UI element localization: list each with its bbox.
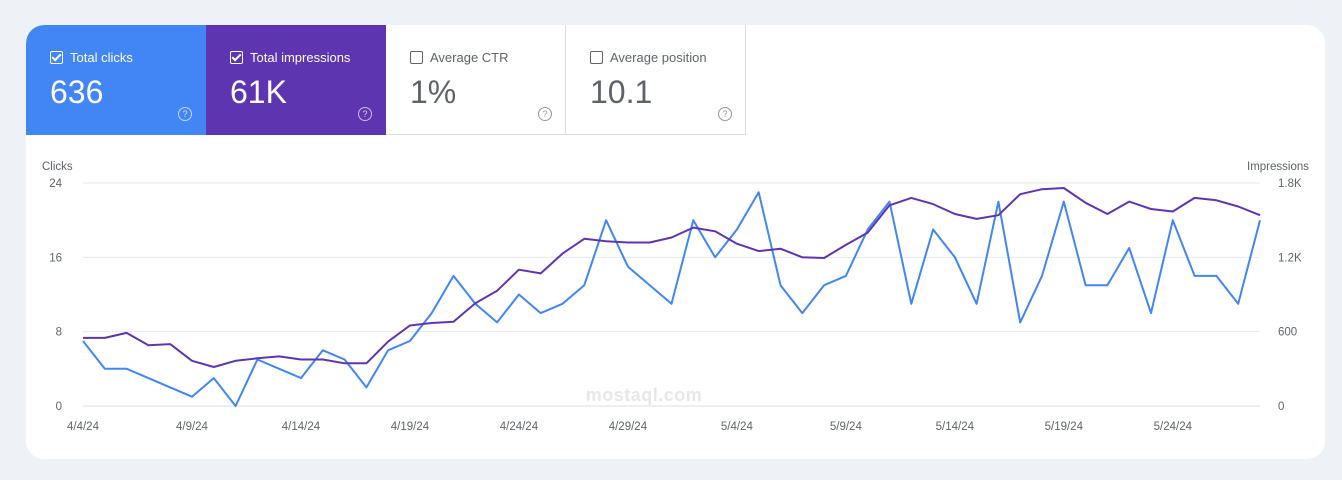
performance-card: 0 0 8 600 16 1.2K 24 1.8K Clicks Impressions 4/4/2…: [26, 25, 1325, 459]
x-tick-label: 4/9/24: [176, 421, 209, 433]
impressions-line: [83, 187, 1261, 368]
metric-average-ctr[interactable]: Average CTR 1% ?: [386, 25, 566, 135]
checkbox-checked-icon[interactable]: [50, 51, 63, 64]
metric-total-impressions[interactable]: Total impressions 61K ?: [206, 25, 386, 135]
x-tick-label: 5/14/24: [936, 421, 975, 433]
y-axis-title-right: Impressions: [1247, 161, 1309, 173]
y-tick-label-left: 8: [56, 327, 62, 339]
metric-value: 1%: [410, 74, 457, 110]
x-tick-label: 4/19/24: [391, 421, 430, 433]
y-tick-label-right: 1.2K: [1278, 252, 1302, 264]
metric-head: Total clicks: [50, 50, 133, 65]
y-tick-label-right: 0: [1278, 401, 1284, 413]
help-icon[interactable]: ?: [538, 107, 552, 121]
help-icon[interactable]: ?: [718, 107, 732, 121]
metric-head: Average position: [590, 50, 707, 65]
performance-chart: 0 0 8 600 16 1.2K 24 1.8K Clicks Impressions 4/4/2…: [26, 25, 1325, 459]
x-tick-label: 5/19/24: [1045, 421, 1084, 433]
x-tick-label: 4/24/24: [500, 421, 539, 433]
y-axis-title-left: Clicks: [42, 161, 73, 173]
clicks-line: [82, 191, 1261, 407]
metric-label: Average position: [610, 50, 707, 65]
metric-label: Total clicks: [70, 50, 133, 65]
metric-value: 636: [50, 74, 104, 110]
metric-head: Total impressions: [230, 50, 350, 65]
metric-label: Average CTR: [430, 50, 509, 65]
metric-label: Total impressions: [250, 50, 351, 65]
checkbox-unchecked-icon[interactable]: [410, 51, 423, 64]
metric-total-clicks[interactable]: Total clicks 636 ?: [26, 25, 206, 135]
metric-tabs: Total clicks 636 ? Total impressions 61K…: [26, 25, 746, 135]
x-tick-label: 5/4/24: [721, 421, 754, 433]
help-icon[interactable]: ?: [178, 107, 192, 121]
metric-value: 61K: [230, 74, 287, 110]
checkbox-unchecked-icon[interactable]: [590, 51, 603, 64]
y-tick-label-right: 1.8K: [1278, 178, 1302, 190]
x-tick-label: 5/9/24: [830, 421, 863, 433]
y-tick-label-right: 600: [1278, 327, 1297, 339]
y-tick-label-left: 24: [49, 178, 62, 190]
y-tick-label-left: 0: [56, 401, 62, 413]
x-tick-label: 5/24/24: [1154, 421, 1193, 433]
chart-svg: 0 0 8 600 16 1.2K 24 1.8K Clicks Impressions 4/4/2…: [42, 161, 1309, 433]
x-tick-label: 4/4/24: [67, 421, 100, 433]
x-tick-label: 4/14/24: [282, 421, 321, 433]
help-icon[interactable]: ?: [358, 107, 372, 121]
metric-head: Average CTR: [410, 50, 509, 65]
metric-average-position[interactable]: Average position 10.1 ?: [566, 25, 746, 135]
watermark: mostaql.com: [585, 385, 703, 405]
metric-value: 10.1: [590, 74, 653, 110]
checkbox-checked-icon[interactable]: [230, 51, 243, 64]
y-tick-label-left: 16: [49, 252, 62, 264]
x-tick-label: 4/29/24: [609, 421, 648, 433]
